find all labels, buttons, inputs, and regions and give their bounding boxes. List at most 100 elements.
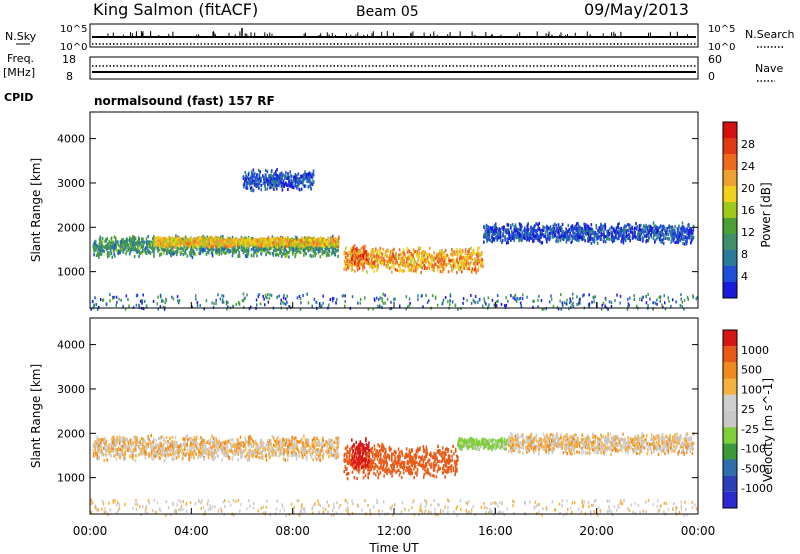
range-cell: [468, 248, 470, 252]
range-cell: [275, 183, 277, 187]
range-cell: [337, 237, 339, 242]
range-cell: [116, 242, 118, 246]
range-cell: [131, 239, 133, 243]
range-cell: [175, 250, 178, 254]
range-cell: [157, 243, 160, 247]
noise-cell: [264, 303, 266, 307]
range-cell: [266, 178, 268, 182]
range-cell: [433, 269, 435, 273]
noise-cell: [619, 294, 622, 298]
range-cell: [303, 248, 306, 252]
range-cell: [298, 247, 301, 251]
range-cell: [424, 266, 427, 270]
noise-cell: [328, 303, 330, 307]
range-cell: [174, 238, 177, 242]
range-cell: [467, 262, 470, 266]
range-cell: [207, 249, 210, 253]
range-cell: [247, 173, 250, 177]
range-cell: [536, 235, 539, 239]
noise-cell: [428, 299, 430, 303]
range-cell: [489, 238, 492, 242]
range-cell: [327, 237, 329, 241]
range-cell: [692, 237, 694, 241]
range-cell: [106, 252, 109, 256]
range-cell: [305, 243, 307, 247]
range-cell: [118, 250, 120, 254]
range-cell: [558, 229, 560, 233]
range-cell: [363, 266, 366, 270]
range-cell: [346, 260, 349, 264]
range-cell: [394, 256, 396, 261]
noise-cell: [472, 298, 475, 302]
noise-cell: [641, 298, 643, 302]
range-cell: [403, 269, 406, 273]
noise-cell: [178, 299, 181, 303]
range-cell: [343, 260, 346, 264]
range-cell: [299, 242, 302, 246]
noise-cell: [178, 301, 180, 305]
range-cell: [255, 177, 258, 182]
range-cell: [170, 254, 173, 258]
range-cell: [285, 171, 287, 175]
range-cell: [681, 225, 684, 229]
range-cell: [650, 229, 653, 233]
range-cell: [184, 252, 187, 256]
range-cell: [352, 246, 354, 250]
range-cell: [463, 261, 466, 265]
noise-cell: [616, 293, 618, 297]
range-cell: [167, 247, 169, 251]
noise-cell: [649, 297, 651, 301]
range-cell: [267, 182, 270, 186]
noise-cell: [205, 299, 208, 303]
range-cell: [518, 222, 521, 226]
range-cell: [235, 242, 238, 246]
range-cell: [581, 238, 584, 242]
range-cell: [424, 258, 426, 262]
range-cell: [361, 259, 363, 263]
range-cell: [527, 227, 530, 231]
range-cell: [210, 239, 212, 243]
range-cell: [352, 253, 354, 258]
range-cell: [405, 263, 408, 267]
range-cell: [233, 242, 235, 247]
range-cell: [615, 227, 618, 231]
range-cell: [366, 253, 368, 257]
range-cell: [245, 183, 248, 187]
noise-cell: [561, 301, 564, 305]
range-cell: [598, 234, 600, 239]
noise-cell: [569, 297, 571, 301]
range-cell: [101, 241, 103, 245]
range-cell: [183, 240, 185, 245]
range-cell: [679, 230, 682, 234]
noise-cell: [128, 304, 130, 308]
range-cell: [166, 250, 168, 254]
range-cell: [618, 228, 620, 232]
noise-cell: [425, 293, 427, 297]
range-cell: [113, 235, 116, 239]
range-cell: [155, 243, 158, 247]
range-cell: [301, 174, 303, 178]
noise-cell: [98, 305, 100, 309]
range-cell: [334, 241, 336, 246]
range-cell: [306, 179, 308, 183]
range-cell: [300, 239, 303, 243]
range-cell: [622, 231, 625, 235]
range-cell: [281, 188, 284, 192]
range-cell: [165, 244, 168, 248]
range-cell: [272, 238, 274, 242]
range-cell: [318, 249, 320, 253]
range-cell: [510, 226, 512, 230]
range-cell: [234, 240, 237, 244]
range-cell: [328, 244, 331, 248]
range-cell: [574, 226, 576, 230]
range-cell: [557, 236, 560, 240]
range-cell: [174, 241, 176, 245]
range-cell: [427, 264, 430, 268]
range-cell: [654, 226, 657, 230]
range-cell: [589, 236, 592, 240]
range-cell: [205, 240, 208, 244]
noise-cell: [267, 300, 270, 304]
range-cell: [245, 175, 247, 179]
range-cell: [411, 264, 413, 268]
noise-cell: [614, 299, 616, 303]
